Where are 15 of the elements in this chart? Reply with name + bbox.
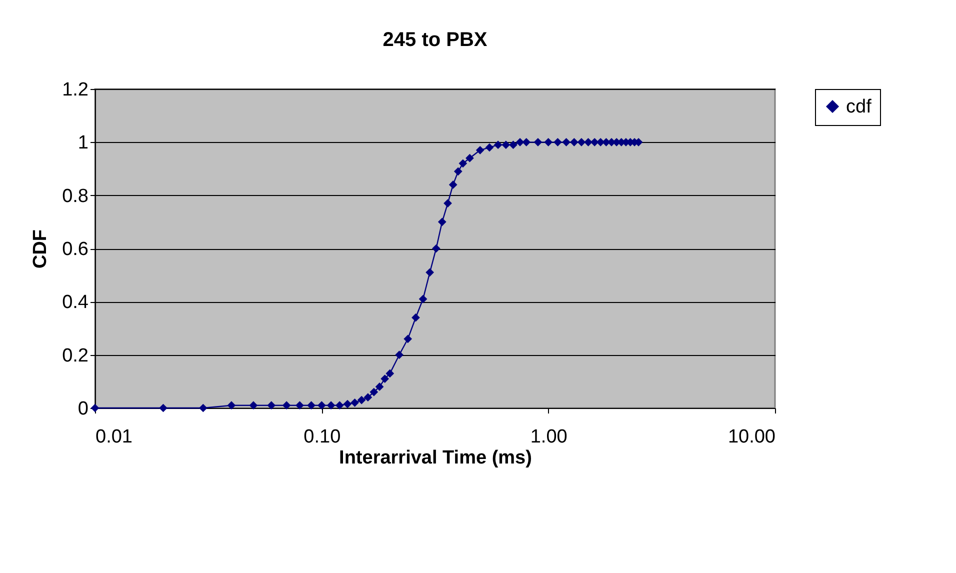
y-tick-label: 0 (78, 398, 88, 420)
x-tick-label: 1.00 (530, 426, 568, 448)
x-tick-label: 0.10 (304, 426, 341, 448)
y-tick-label: 1.2 (62, 80, 88, 100)
chart-title: 245 to PBX (382, 29, 488, 51)
x-tick-label: 0.01 (96, 426, 132, 448)
y-tick-label: 1 (78, 132, 88, 154)
y-tick-label: 0.8 (62, 186, 88, 207)
y-tick-label: 0.6 (62, 239, 88, 260)
x-axis-title: Interarrival Time (ms) (339, 448, 532, 468)
y-tick-label: 0.2 (62, 345, 88, 366)
y-tick-label: 0.4 (62, 292, 89, 314)
legend-label: cdf (846, 96, 872, 118)
x-tick-label: 10.00 (728, 426, 776, 448)
y-axis-title: CDF (30, 229, 52, 269)
